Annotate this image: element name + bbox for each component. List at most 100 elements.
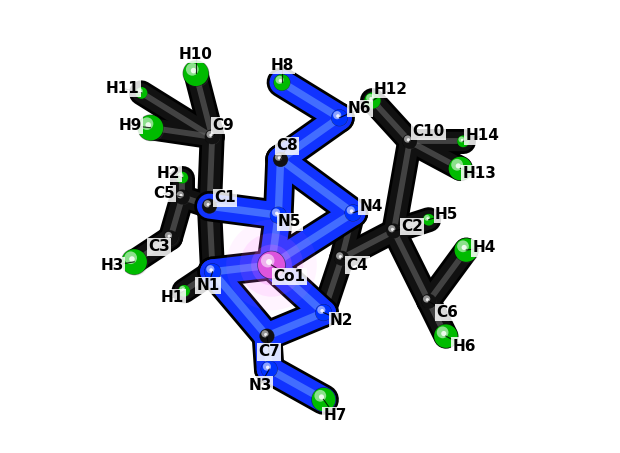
- Circle shape: [259, 328, 275, 344]
- Circle shape: [423, 295, 430, 303]
- Circle shape: [122, 249, 147, 275]
- Circle shape: [205, 264, 221, 280]
- Circle shape: [206, 203, 210, 206]
- Circle shape: [448, 156, 473, 181]
- Text: N5: N5: [278, 214, 301, 230]
- Circle shape: [366, 94, 374, 102]
- Circle shape: [260, 361, 278, 378]
- Text: N4: N4: [360, 198, 383, 214]
- Circle shape: [461, 139, 463, 141]
- Circle shape: [315, 304, 332, 321]
- Circle shape: [422, 213, 435, 226]
- Circle shape: [441, 331, 446, 336]
- Circle shape: [183, 61, 208, 86]
- Circle shape: [260, 254, 283, 276]
- Circle shape: [177, 191, 184, 198]
- Circle shape: [386, 224, 401, 238]
- Circle shape: [321, 309, 324, 313]
- Circle shape: [365, 93, 381, 110]
- Circle shape: [402, 134, 417, 149]
- Circle shape: [407, 138, 410, 141]
- Circle shape: [427, 217, 429, 220]
- Circle shape: [205, 129, 219, 145]
- Circle shape: [137, 88, 143, 94]
- Circle shape: [365, 92, 381, 109]
- Text: N6: N6: [348, 101, 371, 116]
- Circle shape: [421, 294, 436, 309]
- Circle shape: [135, 87, 148, 99]
- Text: H9: H9: [118, 118, 142, 133]
- Circle shape: [178, 173, 184, 178]
- Text: C10: C10: [412, 124, 445, 139]
- Circle shape: [334, 251, 349, 266]
- Circle shape: [177, 172, 188, 184]
- Circle shape: [141, 117, 153, 130]
- Circle shape: [261, 330, 268, 337]
- Text: C7: C7: [259, 344, 280, 360]
- Circle shape: [386, 223, 401, 239]
- Circle shape: [461, 245, 467, 250]
- Circle shape: [270, 207, 286, 223]
- Circle shape: [125, 251, 137, 264]
- Circle shape: [176, 172, 188, 183]
- Circle shape: [178, 284, 190, 297]
- Circle shape: [275, 212, 278, 215]
- Circle shape: [272, 208, 280, 217]
- Circle shape: [175, 189, 190, 205]
- Circle shape: [433, 324, 458, 348]
- Text: H13: H13: [463, 166, 497, 182]
- Circle shape: [261, 361, 277, 377]
- Circle shape: [434, 324, 458, 348]
- Circle shape: [457, 241, 469, 252]
- Circle shape: [370, 97, 373, 101]
- Circle shape: [404, 135, 411, 143]
- Circle shape: [264, 333, 267, 336]
- Circle shape: [186, 63, 198, 76]
- Text: H12: H12: [374, 82, 407, 97]
- Circle shape: [202, 199, 216, 213]
- Circle shape: [403, 135, 418, 149]
- Circle shape: [335, 252, 350, 266]
- Circle shape: [449, 157, 472, 180]
- Circle shape: [331, 110, 348, 126]
- Circle shape: [457, 135, 469, 147]
- Circle shape: [275, 76, 284, 84]
- Circle shape: [317, 306, 326, 314]
- Text: N1: N1: [197, 278, 219, 293]
- Text: H5: H5: [435, 207, 459, 222]
- Circle shape: [312, 388, 335, 411]
- Circle shape: [182, 288, 184, 291]
- Circle shape: [273, 152, 288, 167]
- Circle shape: [388, 225, 402, 239]
- Circle shape: [345, 205, 361, 221]
- Text: C4: C4: [347, 257, 368, 273]
- Circle shape: [204, 263, 221, 280]
- Circle shape: [313, 389, 337, 413]
- Circle shape: [164, 231, 179, 246]
- Circle shape: [332, 111, 348, 127]
- Circle shape: [258, 251, 285, 279]
- Circle shape: [336, 252, 343, 260]
- Circle shape: [311, 387, 336, 412]
- Text: H14: H14: [465, 128, 499, 144]
- Circle shape: [202, 198, 217, 214]
- Circle shape: [274, 74, 290, 91]
- Circle shape: [167, 235, 170, 238]
- Circle shape: [191, 68, 197, 73]
- Circle shape: [139, 90, 142, 93]
- Circle shape: [175, 191, 190, 205]
- Circle shape: [203, 200, 218, 214]
- Circle shape: [139, 116, 164, 142]
- Circle shape: [206, 265, 215, 273]
- Circle shape: [176, 171, 188, 184]
- Circle shape: [458, 136, 469, 148]
- Text: H1: H1: [161, 290, 184, 305]
- Circle shape: [426, 298, 429, 301]
- Circle shape: [165, 232, 172, 239]
- Circle shape: [274, 153, 288, 168]
- Text: H8: H8: [270, 58, 294, 73]
- Text: H3: H3: [101, 258, 124, 273]
- Circle shape: [163, 230, 178, 246]
- Circle shape: [271, 208, 287, 224]
- Circle shape: [336, 114, 340, 118]
